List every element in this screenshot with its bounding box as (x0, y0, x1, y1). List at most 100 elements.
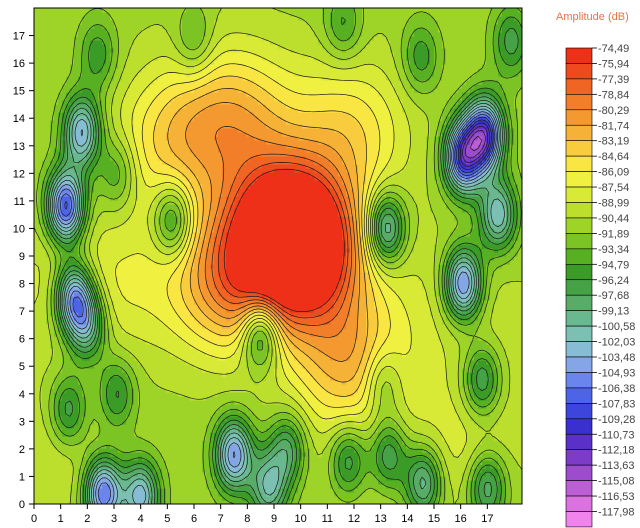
contour-cell (118, 472, 123, 477)
contour-cell (194, 384, 199, 389)
contour-cell (454, 408, 459, 413)
contour-cell (166, 360, 171, 365)
contour-cell (90, 372, 95, 377)
contour-cell (178, 456, 183, 461)
contour-cell (502, 376, 507, 381)
contour-cell (426, 500, 431, 504)
contour-cell (446, 412, 451, 417)
contour-cell (322, 484, 327, 489)
contour-cell (146, 436, 151, 441)
contour-cell (70, 360, 75, 365)
contour-cell (498, 444, 503, 449)
contour-cell (138, 364, 143, 369)
contour-cell (154, 428, 159, 433)
contour-cell (478, 420, 483, 425)
contour-cell (518, 404, 522, 409)
contour-cell (170, 380, 175, 385)
contour-cell (426, 408, 431, 413)
contour-cell (50, 476, 55, 481)
contour-cell (510, 480, 515, 485)
contour-cell (390, 376, 395, 381)
contour-cell (106, 412, 111, 417)
contour-cell (342, 360, 347, 365)
contour-cell (42, 376, 47, 381)
contour-cell (106, 368, 111, 373)
contour-cell (78, 380, 83, 385)
contour-cell (186, 356, 191, 361)
contour-cell (126, 368, 131, 373)
contour-cell (322, 480, 327, 485)
contour-cell (122, 400, 127, 405)
contour-cell (282, 452, 287, 457)
contour-cell (414, 488, 419, 493)
contour-cell (114, 436, 119, 441)
contour-cell (110, 392, 115, 397)
contour-cell (286, 392, 291, 397)
contour-cell (310, 428, 315, 433)
contour-cell (262, 376, 267, 381)
contour-cell (434, 476, 439, 481)
contour-cell (222, 360, 227, 365)
contour-cell (146, 408, 151, 413)
contour-cell (198, 484, 203, 489)
contour-cell (482, 408, 487, 413)
contour-cell (98, 424, 103, 429)
contour-cell (402, 408, 407, 413)
contour-cell (134, 464, 139, 469)
contour-cell (90, 400, 95, 405)
contour-cell (102, 376, 107, 381)
contour-cell (166, 468, 171, 473)
contour-cell (362, 480, 367, 485)
contour-cell (34, 452, 39, 457)
contour-cell (250, 472, 255, 477)
contour-cell (214, 388, 219, 393)
contour-cell (122, 460, 127, 465)
contour-cell (314, 448, 319, 453)
contour-cell (246, 392, 251, 397)
contour-cell (238, 392, 243, 397)
contour-cell (362, 464, 367, 469)
contour-cell (286, 500, 291, 504)
contour-cell (274, 396, 279, 401)
contour-cell (434, 380, 439, 385)
contour-cell (262, 452, 267, 457)
contour-cell (222, 416, 227, 421)
contour-cell (198, 380, 203, 385)
contour-cell (254, 500, 259, 504)
contour-cell (442, 448, 447, 453)
contour-cell (54, 416, 59, 421)
contour-cell (426, 440, 431, 445)
contour-cell (322, 384, 327, 389)
contour-cell (414, 384, 419, 389)
contour-cell (470, 448, 475, 453)
contour-cell (298, 344, 303, 349)
contour-cell (270, 456, 275, 461)
contour-cell (78, 352, 83, 357)
contour-cell (310, 420, 315, 425)
contour-cell (478, 344, 483, 349)
contour-cell (58, 460, 63, 465)
contour-cell (66, 424, 71, 429)
contour-cell (250, 364, 255, 369)
contour-cell (402, 460, 407, 465)
contour-cell (258, 408, 263, 413)
contour-cell (490, 376, 495, 381)
contour-cell (442, 488, 447, 493)
contour-cell (54, 464, 59, 469)
contour-cell (102, 384, 107, 389)
contour-cell (434, 448, 439, 453)
contour-cell (154, 356, 159, 361)
contour-cell (110, 412, 115, 417)
contour-cell (110, 460, 115, 465)
contour-cell (198, 372, 203, 377)
contour-cell (358, 392, 363, 397)
contour-cell (450, 432, 455, 437)
contour-cell (318, 392, 323, 397)
contour-cell (422, 384, 427, 389)
contour-cell (178, 344, 183, 349)
contour-cell (266, 384, 271, 389)
contour-cell (254, 400, 259, 405)
contour-cell (382, 488, 387, 493)
contour-cell (286, 480, 291, 485)
contour-cell (454, 460, 459, 465)
